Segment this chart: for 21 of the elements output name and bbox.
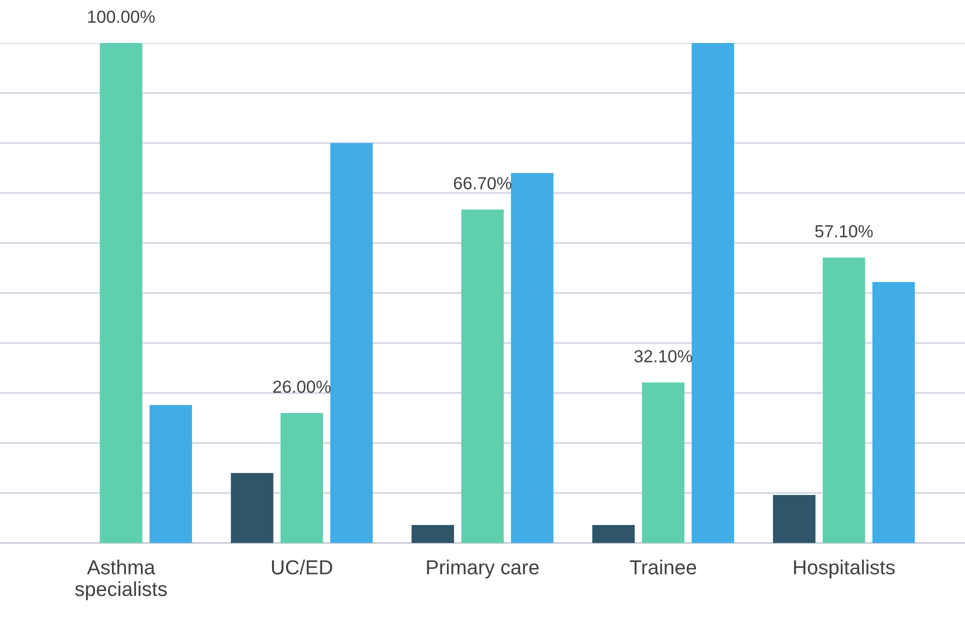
bar: [772, 495, 816, 543]
bar: [592, 525, 635, 543]
bar: [150, 405, 192, 543]
bar: [642, 382, 684, 543]
x-tick-label: Hospitalists: [794, 560, 895, 578]
x-tick-label: Asthma specialists: [75, 560, 167, 600]
x-tick-label: Primary care: [427, 560, 539, 578]
bar: [461, 210, 504, 543]
bar: [510, 173, 554, 543]
x-tick-label: Trainee: [630, 560, 696, 574]
bar: [100, 43, 142, 543]
data-label: 100.00%: [88, 10, 155, 23]
bar: [230, 473, 274, 543]
bar: [412, 525, 454, 543]
bar: [280, 413, 324, 543]
bar: [692, 43, 734, 543]
bar: [872, 282, 915, 543]
data-label: 57.10%: [815, 225, 873, 238]
bar: [822, 258, 866, 543]
bar: [330, 143, 373, 543]
x-tick-label: UC/ED: [272, 560, 332, 574]
